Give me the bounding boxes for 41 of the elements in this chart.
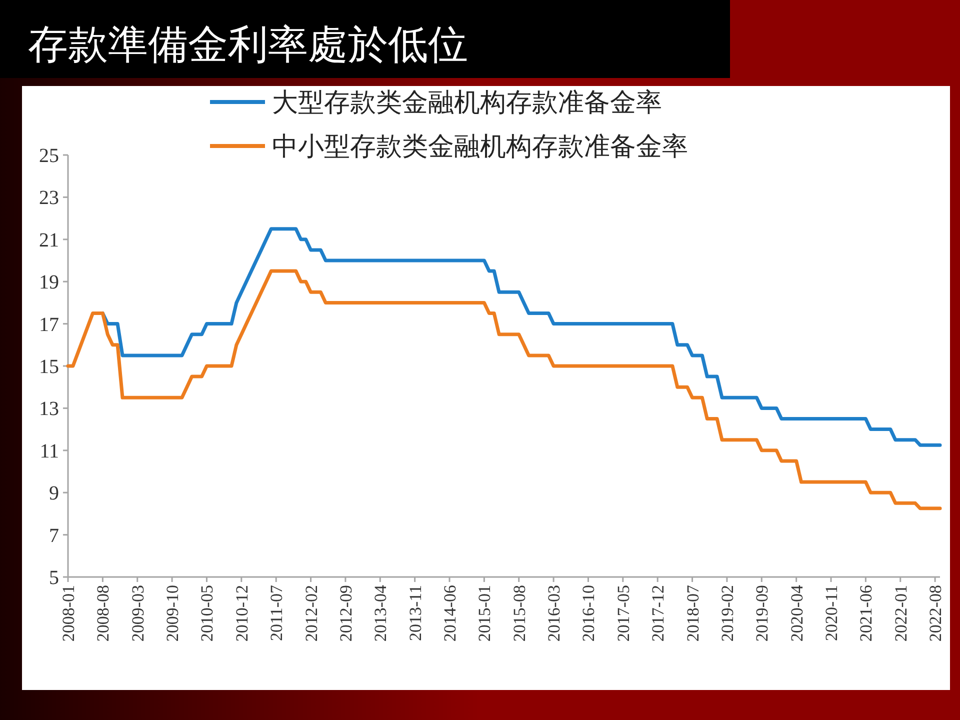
y-tick-label: 17 (39, 314, 59, 336)
x-tick-label: 2019-09 (752, 585, 772, 642)
x-tick-label: 2008-01 (59, 585, 78, 642)
x-tick-label: 2010-12 (232, 585, 252, 642)
x-tick-label: 2021-06 (856, 585, 876, 642)
x-tick-label: 2011-07 (267, 584, 286, 642)
y-tick-label: 23 (39, 187, 59, 210)
x-tick-label: 2013-11 (406, 585, 425, 642)
y-tick-label: 25 (39, 145, 59, 167)
x-tick-label: 2012-09 (336, 585, 356, 642)
y-tick-label: 21 (39, 229, 59, 252)
x-tick-label: 2022-08 (926, 585, 946, 642)
x-tick-label: 2017-12 (648, 585, 668, 642)
legend-label: 大型存款类金融机构存款准备金率 (272, 88, 662, 117)
x-tick-label: 2009-10 (163, 585, 182, 642)
y-tick-label: 11 (40, 440, 59, 462)
x-tick-label: 2015-01 (475, 585, 494, 642)
y-tick-label: 9 (49, 482, 59, 505)
x-tick-label: 2016-03 (544, 585, 564, 642)
x-tick-label: 2008-08 (94, 585, 113, 642)
x-tick-label: 2019-02 (718, 585, 737, 642)
x-tick-label: 2020-04 (787, 584, 806, 642)
legend-label: 中小型存款类金融机构存款准备金率 (272, 132, 688, 161)
chart-title: 存款準備金利率處於低位 (28, 23, 468, 67)
x-tick-label: 2012-02 (302, 585, 321, 642)
x-tick-label: 2017-05 (614, 585, 633, 642)
y-tick-label: 19 (39, 272, 59, 294)
x-tick-label: 2009-03 (128, 585, 148, 642)
x-tick-label: 2022-01 (891, 585, 910, 642)
line-series (66, 269, 942, 510)
x-tick-label: 2014-06 (440, 585, 460, 642)
y-tick-label: 7 (49, 524, 59, 547)
y-tick-label: 5 (49, 567, 59, 589)
x-tick-label: 2015-08 (510, 585, 529, 642)
x-tick-label: 2018-07 (683, 584, 702, 642)
y-tick-label: 15 (39, 356, 59, 378)
x-tick-label: 2020-11 (822, 585, 841, 642)
x-tick-label: 2010-05 (198, 585, 217, 642)
x-tick-label: 2016-10 (579, 585, 598, 642)
y-tick-label: 13 (39, 398, 59, 420)
x-tick-label: 2013-04 (371, 584, 390, 642)
